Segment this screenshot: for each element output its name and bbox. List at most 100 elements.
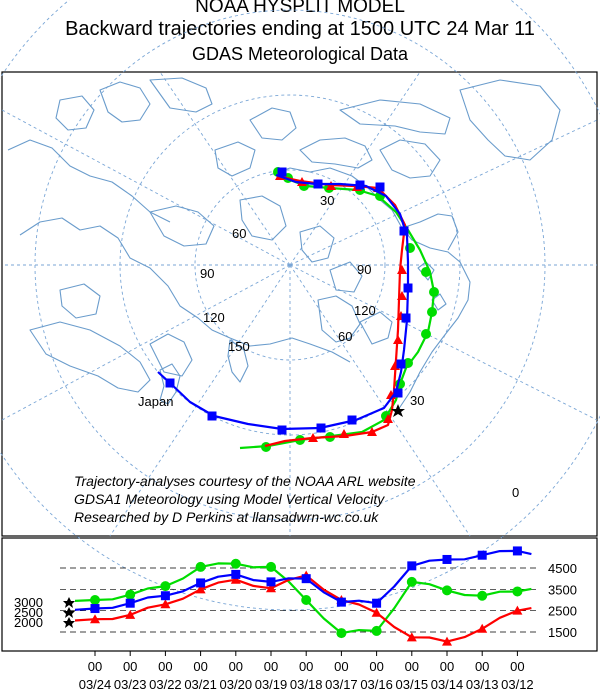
profile-point-sq [407,561,417,571]
map-marker-sq [277,167,287,177]
title-line-1: NOAA HYSPLIT MODEL [195,0,405,17]
map-marker-tri [397,291,407,300]
profile-point-circ [230,558,241,569]
grid-label-60-left: 60 [232,226,246,241]
start-star-icon [63,617,75,628]
start-star-icon [63,597,75,608]
time-tick-hour: 00 [88,659,102,674]
coastlines [7,77,561,411]
profile-point-sq [266,577,276,587]
profile-point-sq [125,598,135,608]
profile-point-circ [442,585,452,596]
profile-point-sq [336,597,346,607]
profile-point-tri [230,574,241,584]
map-marker-tri [367,427,377,436]
map-marker-sq [316,423,326,433]
right-axis-label: 1500 [548,625,577,640]
map-track-circ [239,172,436,450]
title-line-3: GDAS Meteorological Data [191,44,409,64]
time-tick-date: 03/24 [79,677,112,691]
map-marker-tri [383,414,393,423]
time-tick-hour: 00 [405,659,419,674]
map-marker-sq [399,226,409,236]
profile-point-circ [336,628,347,639]
source-star-icon [391,404,405,417]
start-star-icon [63,607,75,618]
time-tick-date: 03/12 [501,677,534,691]
profile-point-sq [231,569,241,579]
start-height-label: 2500 [14,605,43,620]
profile-point-circ [301,595,312,605]
profile-point-circ [195,561,206,572]
profile-point-sq [512,546,522,556]
profile-point-tri [195,584,206,594]
grid-label-120-left: 120 [203,310,225,325]
right-axis-label: 3500 [548,582,577,597]
map-marker-circ [421,267,431,277]
time-tick-hour: 00 [440,659,454,674]
credit-line-3: Researched by D Perkins at llansadwrn-wc… [74,509,379,525]
time-tick-hour: 00 [158,659,172,674]
profile-point-circ [512,586,523,597]
map-marker-sq [207,411,217,421]
profile-point-sq [301,574,311,584]
map-marker-circ [261,442,271,452]
time-tick-hour: 00 [123,659,137,674]
profile-point-tri [406,632,417,642]
map-marker-circ [429,287,439,297]
map-marker-tri [339,429,349,438]
height-profiles [74,546,532,646]
profile-point-tri [90,614,100,624]
time-axis: 00 03/24 00 03/23 00 03/22 00 03/21 00 03/20 00 03/… [79,651,534,691]
credit-line-2: GDSA1 Meteorology using Model Vertical V… [74,491,385,507]
profile-point-circ [160,581,171,592]
profile-point-circ [406,576,417,587]
profile-point-sq [442,554,452,564]
profile-point-circ [266,561,276,572]
map-marker-tri [397,265,407,274]
map-marker-sq [355,180,365,190]
map-marker-tri [308,433,318,442]
map-frame [1,71,598,537]
profile-point-tri [160,599,171,609]
time-tick-date: 03/16 [360,677,393,691]
time-tick-date: 03/13 [466,677,499,691]
time-tick-date: 03/20 [220,677,253,691]
graticule [0,0,600,611]
map-marker-sq [401,313,411,323]
grid-label-120-right: 120 [354,303,376,318]
time-tick-hour: 00 [510,659,524,674]
profile-point-sq [196,578,206,588]
place-label-japan: Japan [138,394,173,409]
time-tick-hour: 00 [193,659,207,674]
map-marker-sq [396,359,406,369]
right-axis-label: 2500 [548,604,577,619]
map-marker-sq [313,179,323,189]
profile-point-circ [477,590,488,601]
time-tick-hour: 00 [229,659,243,674]
profile-point-sq [477,550,487,560]
profile-point-circ [125,589,136,600]
time-tick-date: 03/15 [396,677,429,691]
time-tick-date: 03/18 [290,677,323,691]
profile-frame [1,537,598,652]
time-tick-date: 03/14 [431,677,464,691]
map-marker-sq [347,415,357,425]
profile-point-circ [90,595,100,605]
time-tick-date: 03/17 [325,677,358,691]
time-tick-date: 03/21 [184,677,217,691]
time-tick-date: 03/19 [255,677,288,691]
map-marker-sq [403,283,413,293]
profile-point-tri [477,623,488,633]
title-line-2: Backward trajectories ending at 1500 UTC… [65,18,535,40]
grid-label-0: 0 [512,485,519,500]
time-tick-date: 03/22 [149,677,182,691]
profile-point-tri [512,605,523,615]
grid-label-90-left: 90 [200,266,214,281]
map-trajectories [157,167,439,452]
profile-point-sq [90,604,100,614]
time-tick-hour: 00 [334,659,348,674]
